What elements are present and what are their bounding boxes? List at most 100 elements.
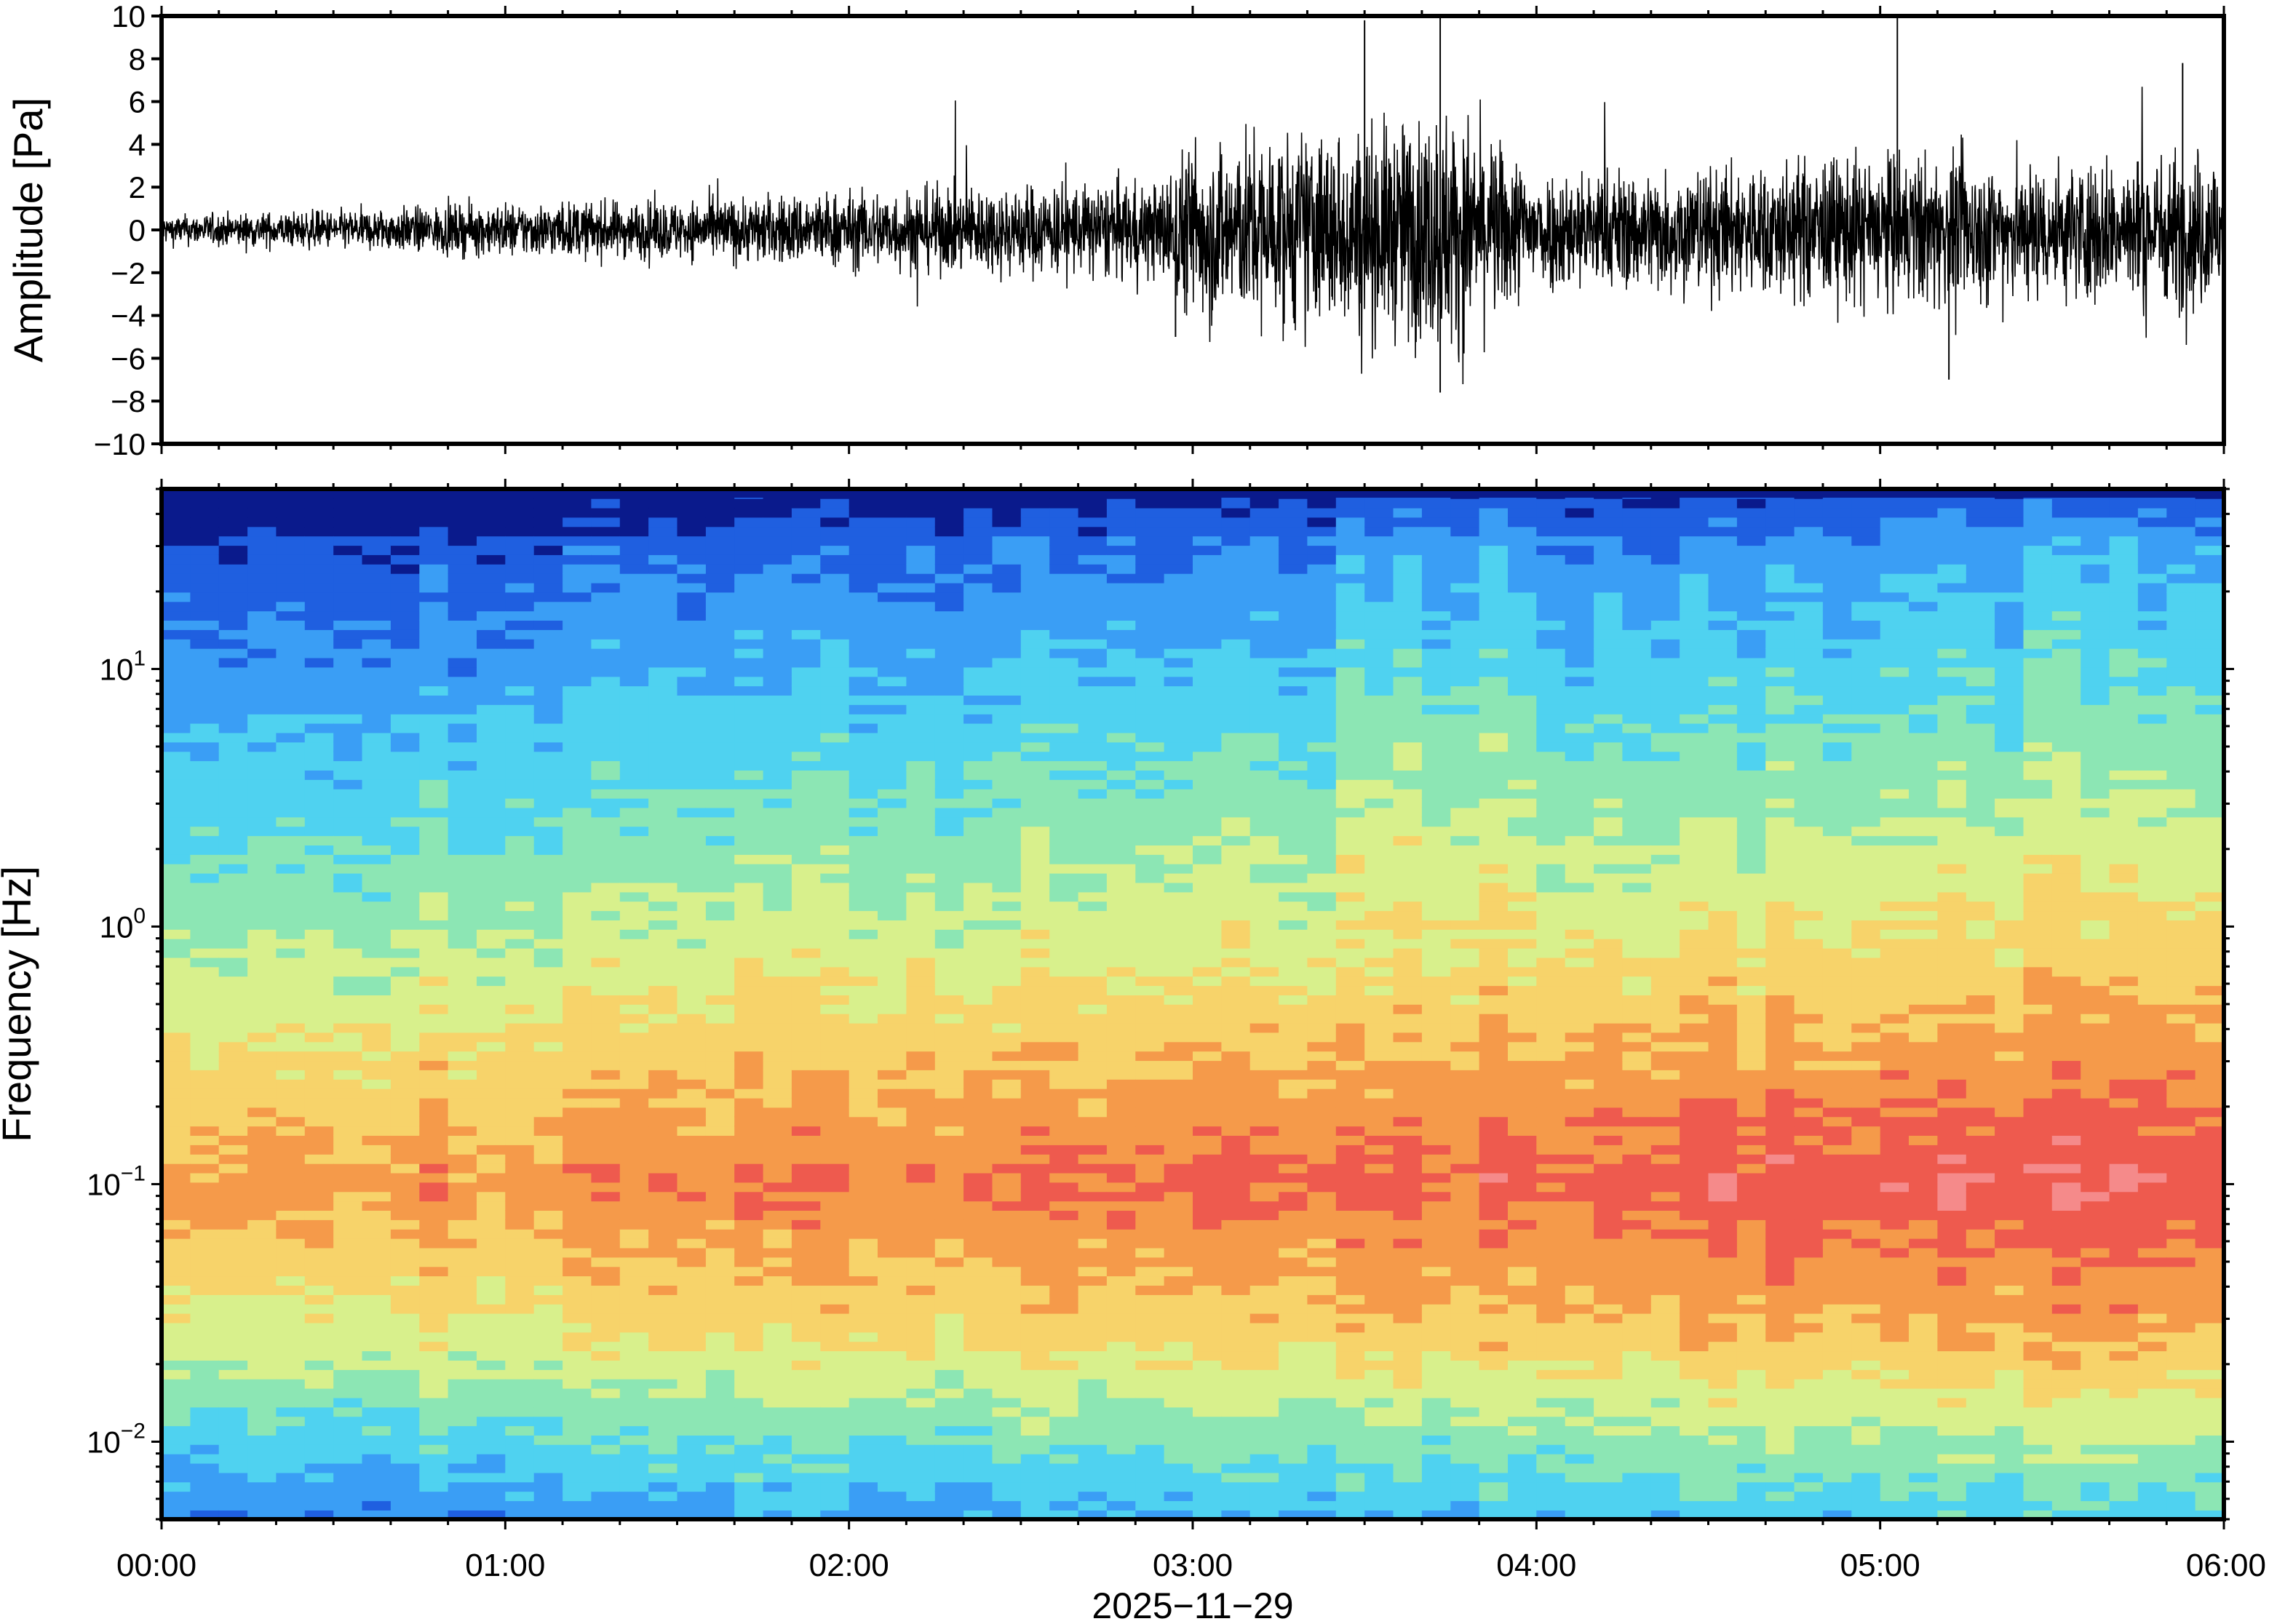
spectrogram-cell <box>505 1051 535 1062</box>
spectrogram-cell <box>1364 1425 1394 1436</box>
spectrogram-cell <box>591 1275 621 1286</box>
spectrogram-cell <box>362 517 392 528</box>
spectrogram-cell <box>1221 760 1251 771</box>
spectrogram-cell <box>1193 1060 1223 1070</box>
spectrogram-cell <box>247 1285 277 1295</box>
spectrogram-cell <box>591 666 621 677</box>
spectrogram-cell <box>448 1135 477 1145</box>
spectrogram-cell <box>218 1051 248 1062</box>
spectrogram-cell <box>1193 1510 1223 1519</box>
spectrogram-cell <box>1106 704 1137 715</box>
spectrogram-cell <box>1335 723 1365 733</box>
spectrogram-cell <box>1393 517 1423 528</box>
spectrogram-cell <box>505 704 535 715</box>
spectrogram-cell <box>619 1481 649 1492</box>
spectrogram-cell <box>477 1154 506 1164</box>
spectrogram-cell <box>591 788 621 799</box>
spectrogram-cell <box>1106 872 1137 883</box>
spectrogram-cell <box>763 1416 792 1427</box>
spectrogram-cell <box>1078 1510 1108 1519</box>
spectrogram-cell <box>591 1201 621 1211</box>
spectrogram-cell <box>734 901 764 912</box>
spectrogram-cell <box>505 1491 535 1502</box>
spectrogram-cell <box>1049 1116 1079 1127</box>
spectrogram-cell <box>648 1201 678 1211</box>
spectrogram-cell <box>477 610 506 621</box>
spectrogram-cell <box>648 610 678 621</box>
spectrogram-cell <box>1249 657 1279 668</box>
spectrogram-cell <box>533 1201 563 1211</box>
spectrogram-cell <box>591 526 621 537</box>
spectrogram-cell <box>533 1116 563 1127</box>
spectrogram-cell <box>1307 1406 1337 1417</box>
spectrogram-cell <box>1049 882 1079 893</box>
spectrogram-cell <box>878 1322 907 1333</box>
spectrogram-cell <box>304 1238 334 1249</box>
spectrogram-cell <box>162 1397 191 1408</box>
spectrogram-cell <box>878 1163 907 1174</box>
spectrogram-cell <box>878 685 907 696</box>
spectrogram-cell <box>362 1378 392 1389</box>
spectrogram-cell <box>477 1378 506 1389</box>
spectrogram-cell <box>906 741 936 752</box>
spectrogram-cell <box>1221 1275 1251 1286</box>
spectrogram-cell <box>190 1416 220 1427</box>
spectrogram-cell <box>563 816 592 827</box>
spectrogram-cell <box>190 966 220 977</box>
spectrogram-cell <box>791 1397 822 1408</box>
spectrogram-cell <box>878 713 907 724</box>
spectrogram-cell <box>705 1360 736 1370</box>
spectrogram-cell <box>705 863 736 874</box>
spectrogram-cell <box>218 1135 248 1145</box>
spectrogram-cell <box>734 910 764 920</box>
spectrogram-cell <box>1393 1107 1423 1118</box>
spectrogram-cell <box>390 976 421 987</box>
spectrogram-cell <box>563 582 592 593</box>
spectrogram-cell <box>1078 863 1108 874</box>
spectrogram-cell <box>734 1219 764 1230</box>
spectrogram-cell <box>619 1425 649 1436</box>
spectrogram-cell <box>677 910 707 920</box>
spectrogram-cell <box>190 1145 220 1155</box>
spectrogram-cell <box>1279 639 1308 649</box>
spectrogram-cell <box>648 1397 678 1408</box>
spectrogram-cell <box>333 713 363 724</box>
spectrogram-cell <box>1421 1257 1452 1267</box>
spectrogram-cell <box>648 582 678 593</box>
spectrogram-cell <box>1193 1332 1223 1342</box>
spectrogram-cell <box>333 1004 363 1014</box>
spectrogram-cell <box>477 807 506 818</box>
spectrogram-cell <box>734 1163 764 1174</box>
spectrogram-cell <box>448 938 477 949</box>
spectrogram-cell <box>563 573 592 584</box>
spectrogram-cell <box>1364 1406 1394 1417</box>
spectrogram-cell <box>591 872 621 883</box>
spectrogram-cell <box>563 498 592 509</box>
spectrogram-cell <box>448 592 477 602</box>
spectrogram-cell <box>1135 526 1165 537</box>
spectrogram-cell <box>1049 695 1079 705</box>
spectrogram-cell <box>247 770 277 780</box>
spectrogram-cell <box>1106 648 1137 658</box>
spectrogram-cell <box>878 1341 907 1352</box>
spectrogram-cell <box>162 573 191 584</box>
spectrogram-cell <box>849 545 878 555</box>
spectrogram-cell <box>1193 582 1223 593</box>
spectrogram-cell <box>1135 854 1165 864</box>
spectrogram-cell <box>390 554 421 565</box>
spectrogram-cell <box>734 1004 764 1014</box>
spectrogram-cell <box>333 920 363 930</box>
spectrogram-cell <box>505 592 535 602</box>
spectrogram-cell <box>1335 1275 1365 1286</box>
spectrogram-cell <box>390 1435 421 1445</box>
spectrogram-cell <box>276 901 306 912</box>
spectrogram-cell <box>849 592 878 602</box>
spectrogram-cell <box>505 573 535 584</box>
spectrogram-cell <box>734 1228 764 1239</box>
spectrogram-cell <box>1164 1303 1193 1314</box>
spectrogram-cell <box>1193 891 1223 902</box>
spectrogram-cell <box>906 816 936 827</box>
spectrogram-cell <box>963 891 993 902</box>
spectrogram-cell <box>619 779 649 789</box>
